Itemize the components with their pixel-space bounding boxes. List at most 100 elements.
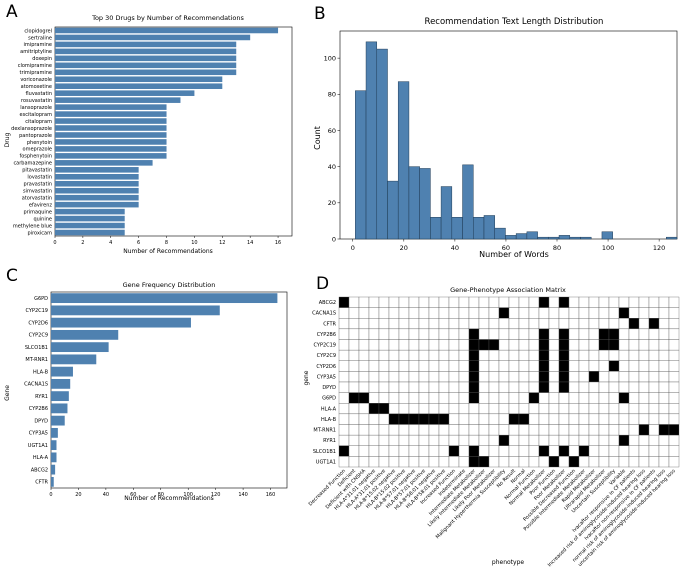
panel-d-cell [438, 339, 450, 351]
panel-letter-b: B [314, 4, 326, 24]
panel-d-cell [388, 371, 400, 383]
panel-d-cell [548, 360, 560, 372]
panel-d-cell [398, 403, 410, 415]
panel-d-cell [628, 381, 640, 393]
panel-d-cell-filled [608, 328, 620, 340]
panel-d-cell-filled [628, 318, 640, 330]
panel-d-cell [358, 445, 370, 457]
panel-a-bar [55, 48, 237, 55]
panel-b-chart: Recommendation Text Length Distribution … [313, 17, 678, 259]
panel-d-cell [448, 381, 460, 393]
panel-d-cell [478, 328, 490, 340]
panel-d-cell-filled [608, 360, 620, 372]
panel-d-cell [368, 296, 380, 308]
panel-d-cell [488, 296, 500, 308]
panel-d-cell [438, 349, 450, 361]
panel-d-cell [518, 445, 530, 457]
panel-d-cell-filled [478, 339, 490, 351]
panel-b-bar [537, 236, 549, 240]
panel-d-cell-filled [358, 392, 370, 404]
panel-d-cell-filled [578, 445, 590, 457]
panel-d-cell [418, 434, 430, 446]
panel-b-bar [451, 217, 463, 240]
panel-d-cell [468, 434, 480, 446]
panel-d-cell [498, 392, 510, 404]
panel-c-bar [51, 476, 54, 487]
panel-d-cell [638, 413, 650, 425]
panel-a-ytick: phenytoin [27, 140, 52, 146]
panel-d-cell [428, 349, 440, 361]
panel-d-cell [498, 403, 510, 415]
panel-d-cell [608, 424, 620, 436]
panel-d-cell [558, 456, 570, 468]
panel-d-cell [578, 424, 590, 436]
panel-d-cell [408, 392, 420, 404]
panel-d-cell [438, 445, 450, 457]
panel-d-cell [478, 318, 490, 330]
panel-d-cell [338, 318, 350, 330]
panel-d-cell [618, 403, 630, 415]
panel-a-ytick: omeprazole [23, 147, 52, 153]
panel-d-cell [588, 434, 600, 446]
panel-d-cell [578, 456, 590, 468]
panel-d-cell [528, 307, 540, 319]
panel-d-cell [498, 456, 510, 468]
panel-d-cell [648, 434, 660, 446]
panel-d-cell [598, 349, 610, 361]
panel-d-xlabel: phenotype [492, 559, 524, 566]
panel-d-cell-filled [348, 392, 360, 404]
panel-d-cell [428, 371, 440, 383]
panel-a-xtick: 6 [137, 240, 140, 246]
panel-d-ytick: ABCG2 [319, 300, 336, 306]
panel-c-ytick: G6PD [34, 296, 48, 302]
panel-d-cell-filled [548, 456, 560, 468]
panel-d-cell [448, 328, 460, 340]
panel-a-xtick: 4 [109, 240, 112, 246]
panel-d-cell [658, 318, 670, 330]
panel-a-bar [55, 34, 251, 41]
panel-d-ytick: CYP3A5 [317, 374, 336, 380]
panel-d-cell [408, 445, 420, 457]
panel-b-xtick: 100 [602, 244, 614, 252]
panel-d-cell [638, 371, 650, 383]
panel-d-cell [348, 424, 360, 436]
panel-d-ytick: CYP2C19 [313, 343, 336, 349]
panel-d-cell [508, 307, 520, 319]
panel-d-cell [598, 424, 610, 436]
panel-a-ytick: piroxicam [28, 230, 53, 236]
panel-d-cell [568, 371, 580, 383]
panel-d-cell [608, 403, 620, 415]
panel-a-bar [55, 167, 139, 173]
panel-a-bar [55, 222, 125, 229]
panel-d-cell [398, 307, 410, 319]
panel-d-cell [498, 381, 510, 393]
panel-d-cell [658, 349, 670, 361]
panel-d-cell [578, 392, 590, 404]
panel-d-cell [578, 339, 590, 351]
panel-d-cell [358, 413, 370, 425]
panel-d-cell [548, 392, 560, 404]
panel-d-cell-filled [468, 456, 480, 468]
panel-d-cell [498, 339, 510, 351]
panel-d-cell [458, 296, 470, 308]
panel-d-cell-filled [468, 360, 480, 372]
panel-d-cell [568, 318, 580, 330]
panel-d-cell [378, 328, 390, 340]
panel-d-cell [408, 349, 420, 361]
panel-d-cell [468, 413, 480, 425]
panel-d-cell [528, 413, 540, 425]
panel-d-cell [358, 296, 370, 308]
panel-d-cell [658, 360, 670, 372]
panel-d-cell [368, 434, 380, 446]
panel-d-cell [378, 349, 390, 361]
panel-d-cell [558, 403, 570, 415]
panel-c-ytick: SLCO1B1 [25, 345, 48, 351]
panel-d-cell [388, 318, 400, 330]
panel-d-cell [448, 403, 460, 415]
panel-d-cell [618, 445, 630, 457]
panel-d-cell [478, 349, 490, 361]
panel-a-bar [55, 69, 237, 76]
panel-d-cell-filled [558, 349, 570, 361]
panel-d-cell [668, 371, 680, 383]
panel-d-cell-filled [618, 307, 630, 319]
